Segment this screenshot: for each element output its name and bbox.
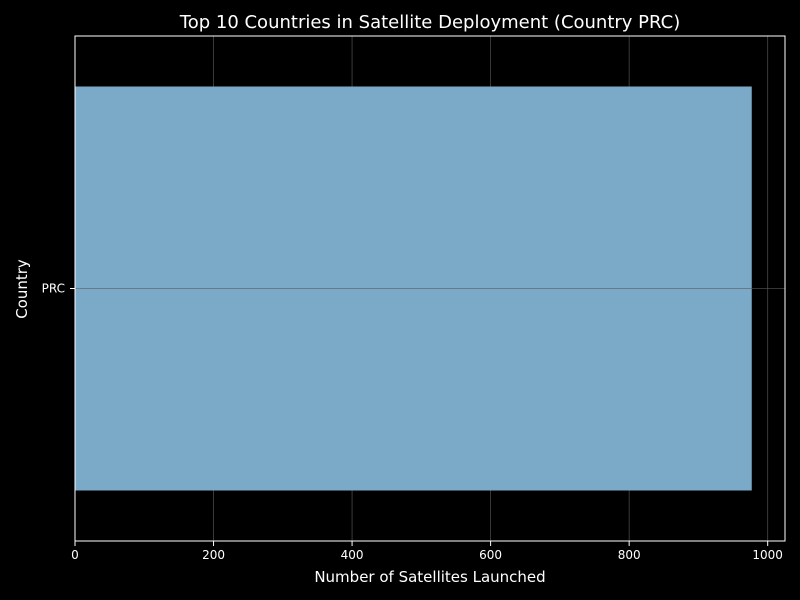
y-tick-label: PRC xyxy=(42,282,65,296)
y-axis-ticks: PRC xyxy=(42,282,75,296)
x-tick-label: 200 xyxy=(202,548,225,562)
x-axis-ticks: 0 200 400 600 800 1000 xyxy=(71,541,783,562)
x-axis-label: Number of Satellites Launched xyxy=(314,568,545,586)
chart-title: Top 10 Countries in Satellite Deployment… xyxy=(179,12,680,33)
x-tick-label: 1000 xyxy=(752,548,783,562)
x-tick-label: 800 xyxy=(618,548,641,562)
x-tick-label: 600 xyxy=(479,548,502,562)
x-tick-label: 0 xyxy=(71,548,79,562)
y-axis-label: Country xyxy=(13,259,31,319)
bars xyxy=(75,86,785,491)
x-tick-label: 400 xyxy=(341,548,364,562)
